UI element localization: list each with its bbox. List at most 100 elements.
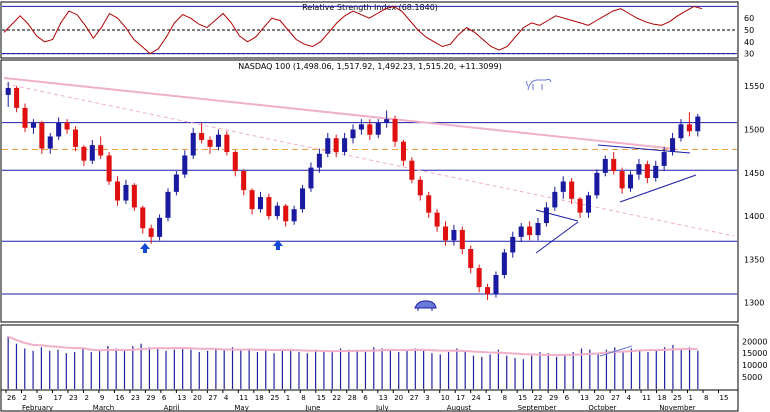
candle-body [316,153,322,168]
bull-icon [526,78,552,91]
month-label: October [588,404,616,412]
day-label: 15 [720,394,729,402]
day-label: 13 [379,394,388,402]
price-tick-label: 1450 [744,169,764,178]
flag-upper-line [535,209,579,222]
candle-body [72,129,79,147]
price-tick-label: 1300 [744,299,764,308]
up-arrow-icon [273,240,283,250]
candle-body [64,122,70,130]
candle-body [157,217,163,237]
day-label: 20 [596,394,605,402]
day-label: 4 [627,394,632,402]
day-label: 20 [193,394,202,402]
candle-body [510,236,516,253]
candle-body [266,197,272,217]
candle-body [333,138,339,153]
candle-body [476,268,482,288]
day-label: 4 [224,394,229,402]
day-label: 3 [425,394,429,402]
candle-body [98,145,104,156]
rsi-tick-label: 40 [744,38,754,47]
day-label: 29 [146,394,155,402]
up-arrow-icon [140,243,150,253]
candle-body [224,134,230,153]
day-label: 6 [162,394,167,402]
candle-body [148,228,154,237]
candle-body [375,122,381,135]
candle-body [140,207,146,229]
candle-body [442,226,449,241]
candle-body [501,252,507,275]
rsi-level-lines [2,5,737,55]
date-axis: 26 2 9 17 23 2 9 16 23 29 6 13 20 27 4 11 18 25 1 8 15 22 28 6 1… [0,389,739,412]
candle-body [30,122,36,128]
long-term-downtrend-line [3,77,677,150]
candle-body [636,164,642,175]
day-label: 27 [410,394,419,402]
candle-body [14,87,20,108]
candle-body [619,171,625,189]
candle-body [594,172,600,196]
month-label: November [659,404,696,412]
candle-body [678,124,684,139]
rsi-frame [0,1,739,59]
day-label: 8 [503,394,507,402]
rsi-series-line [3,5,703,55]
rsi-tick-label: 50 [744,26,754,35]
price-candles [5,81,701,301]
candle-body [215,134,221,147]
day-label: 2 [84,394,88,402]
day-label: 8 [704,394,708,402]
candle-body [115,181,121,201]
candle-body [552,191,558,208]
volume-tick-label: 15000 [742,349,767,358]
candle-body [291,209,297,222]
candle-body [611,158,617,172]
day-label: 16 [115,394,124,402]
date-axis-month-labels: February March April May June July August Septe… [22,404,696,412]
candle-body [543,207,549,224]
candle-body [686,124,692,132]
day-label: 8 [301,394,305,402]
candle-body [527,226,533,236]
day-label: 13 [177,394,186,402]
candle-body [602,158,608,173]
day-label: 24 [472,394,481,402]
candle-body [468,249,474,269]
day-label: 29 [549,394,558,402]
candle-body [451,229,457,241]
candle-body [274,205,280,217]
candle-body [47,136,53,149]
day-label: 26 [7,394,16,402]
candle-body [182,155,188,175]
candle-body [627,174,634,189]
candle-body [485,287,491,295]
candle-body [661,152,667,166]
candle-body [5,87,11,95]
candle-body [257,197,264,210]
flag-lower-line [535,221,579,254]
price-tick-label: 1550 [744,82,764,91]
month-label: August [447,404,472,412]
volume-tick-label: 10000 [742,361,767,370]
day-label: 27 [208,394,217,402]
candle-body [695,116,701,132]
day-label: 17 [53,394,62,402]
rsi-tick-label: 30 [744,50,754,59]
rsi-tick-label: 60 [744,14,754,23]
day-label: 25 [270,394,279,402]
day-label: 27 [611,394,620,402]
candle-body [241,171,247,191]
day-label: 10 [441,394,450,402]
candle-body [518,226,524,237]
month-label: April [164,404,180,412]
candle-body [409,160,415,180]
candle-body [300,188,306,210]
volume-trend-line [599,345,633,357]
volume-average-line [7,335,698,357]
volume-bars [7,336,699,389]
price-tick-label: 1400 [744,212,764,221]
